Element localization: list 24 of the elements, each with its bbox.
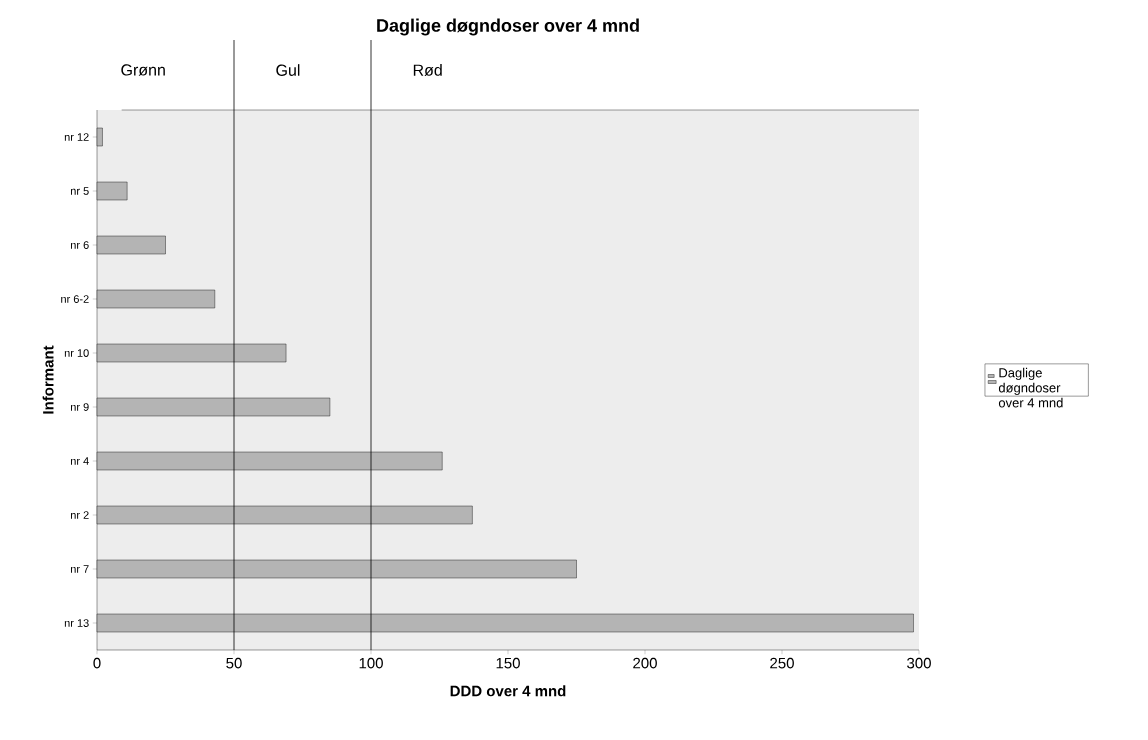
legend-label: Daglige døgndoser over 4 mnd: [998, 367, 1063, 408]
x-tick-label: 0: [93, 657, 101, 669]
text: Grønn: [121, 64, 165, 76]
y-tick-label: nr 4: [70, 457, 89, 465]
x-tick-label: 100: [359, 657, 383, 669]
ref-line-label: Gul: [276, 64, 300, 76]
x-tick-label: 150: [496, 657, 520, 669]
x-tick-label: 300: [907, 657, 931, 669]
y-tick-label: nr 6-2: [61, 295, 89, 303]
x-axis-title: DDD over 4 mnd: [450, 685, 566, 697]
chart-title: Daglige døgndoser over 4 mnd: [377, 18, 639, 36]
x-tick-label: 250: [770, 657, 794, 669]
y-tick-label: nr 6: [70, 241, 89, 249]
x-tick-label: 50: [226, 657, 242, 669]
y-tick-label: nr 7: [70, 565, 89, 573]
y-axis-title: Informant: [42, 345, 54, 414]
y-tick-label: nr 13: [64, 619, 89, 627]
x-tick-label: 200: [633, 657, 657, 669]
ref-line-label: Rød: [413, 64, 442, 76]
y-tick-label: nr 12: [64, 133, 89, 141]
y-tick-label: nr 9: [70, 403, 89, 411]
y-tick-label: nr 10: [64, 349, 89, 357]
y-tick-label: nr 2: [70, 511, 89, 519]
y-tick-label: nr 5: [70, 187, 89, 195]
